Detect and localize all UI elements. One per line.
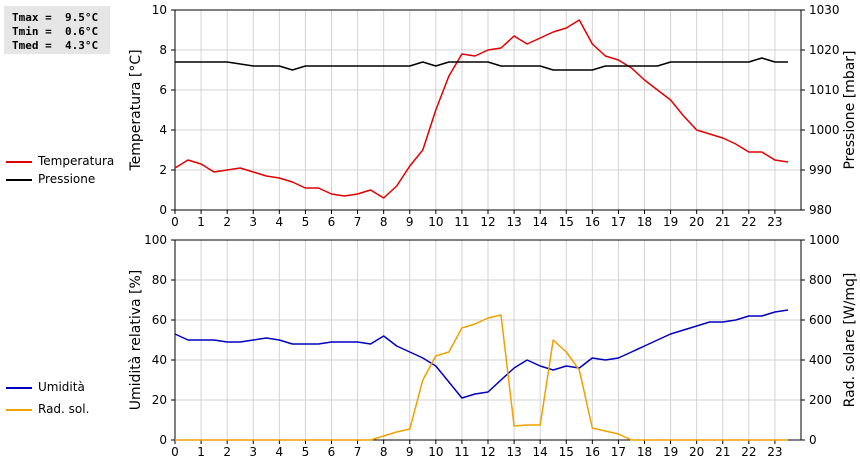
panel1-xtick-label-3: 3 [249, 215, 257, 229]
panel2-xtick-label-7: 7 [354, 445, 362, 459]
panel1-ytick-label-4: 4 [159, 123, 167, 137]
panel1-xtick-label-0: 0 [171, 215, 179, 229]
panel1-xtick-label-2: 2 [223, 215, 231, 229]
panel2-xtick-label-10: 10 [428, 445, 443, 459]
panel2-xtick-label-3: 3 [249, 445, 257, 459]
stats-box: Tmax = 9.5°C Tmin = 0.6°C Tmed = 4.3°C [4, 6, 110, 54]
panel2-xtick-label-21: 21 [715, 445, 730, 459]
panel1-xtick-label-16: 16 [585, 215, 600, 229]
panel2-xtick-label-19: 19 [663, 445, 678, 459]
legend-swatch-pressione [6, 179, 32, 181]
panel2-ytick-label-0: 0 [159, 433, 167, 447]
panel1-xtick-label-8: 8 [380, 215, 388, 229]
series-line-umidita [174, 309, 789, 399]
panel2-ytick-label-60: 60 [152, 313, 167, 327]
legend-swatch-umidita [6, 387, 32, 389]
panel1-xtick-label-14: 14 [533, 215, 548, 229]
panel2-ytick-label-100: 100 [144, 233, 167, 247]
panel2-xtick-label-11: 11 [454, 445, 469, 459]
panel2-xtick-label-8: 8 [380, 445, 388, 459]
panel2-y2tick-label-1000: 1000 [809, 233, 840, 247]
panel2-xtick-label-17: 17 [611, 445, 626, 459]
panel1-xtick-label-1: 1 [197, 215, 205, 229]
panel1-xtick-label-10: 10 [428, 215, 443, 229]
panel2-ytick-label-20: 20 [152, 393, 167, 407]
legend-swatch-temperatura [6, 161, 32, 163]
panel1-ytick-label-8: 8 [159, 43, 167, 57]
panel1-y2tick-label-980: 980 [809, 203, 832, 217]
panel2-y2tick-label-200: 200 [809, 393, 832, 407]
panel2-xtick-label-5: 5 [302, 445, 310, 459]
panel1-xtick-label-13: 13 [506, 215, 521, 229]
panel2-ytick-label-80: 80 [152, 273, 167, 287]
panel1-ytick-label-0: 0 [159, 203, 167, 217]
panel1-y2tick-label-1030: 1030 [809, 3, 840, 17]
panel2-xtick-label-6: 6 [328, 445, 336, 459]
panel1-ylabel: Temperatura [°C] [128, 49, 144, 171]
panel1-xtick-label-12: 12 [480, 215, 495, 229]
panel1-xtick-label-20: 20 [689, 215, 704, 229]
series-line-pressione [175, 57, 788, 71]
panel1-ytick-label-10: 10 [152, 3, 167, 17]
panel1-y2tick-label-1000: 1000 [809, 123, 840, 137]
panel1-xtick-label-18: 18 [637, 215, 652, 229]
panel1-xtick-label-5: 5 [302, 215, 310, 229]
series-line-temperatura [174, 19, 789, 199]
panel2-xtick-label-4: 4 [276, 445, 284, 459]
panel2-xtick-label-22: 22 [741, 445, 756, 459]
panel1-xtick-label-17: 17 [611, 215, 626, 229]
panel1-xtick-label-22: 22 [741, 215, 756, 229]
panel2-xtick-label-14: 14 [533, 445, 548, 459]
panel2-xtick-label-9: 9 [406, 445, 414, 459]
panel2-xtick-label-18: 18 [637, 445, 652, 459]
panel2-y2tick-label-800: 800 [809, 273, 832, 287]
stat-tmed: Tmed = 4.3°C [12, 39, 99, 52]
stat-tmin: Tmin = 0.6°C [12, 25, 99, 38]
panel1-y2label: Pressione [mbar] [842, 50, 858, 169]
panel2-xtick-label-20: 20 [689, 445, 704, 459]
panel2-y2tick-label-600: 600 [809, 313, 832, 327]
stat-tmax: Tmax = 9.5°C [12, 11, 99, 24]
panel2-xtick-label-15: 15 [559, 445, 574, 459]
panel1-xtick-label-15: 15 [559, 215, 574, 229]
panel1-xtick-label-4: 4 [276, 215, 284, 229]
panel1-xtick-label-9: 9 [406, 215, 414, 229]
panel1-ytick-label-6: 6 [159, 83, 167, 97]
legend-label-umidita: Umidità [38, 380, 85, 394]
legend-label-pressione: Pressione [38, 172, 96, 186]
panel2-xtick-label-16: 16 [585, 445, 600, 459]
legend-label-temperatura: Temperatura [38, 154, 115, 168]
panel1-xtick-label-11: 11 [454, 215, 469, 229]
panel2-xtick-label-2: 2 [223, 445, 231, 459]
series-line-rad-sol [175, 314, 788, 441]
panel2-y2label: Rad. solare [W/mq] [842, 273, 858, 408]
panel1-xtick-label-19: 19 [663, 215, 678, 229]
legend-label-rad-sol: Rad. sol. [38, 402, 90, 416]
panel2-y2tick-label-0: 0 [809, 433, 817, 447]
panel1-xtick-label-7: 7 [354, 215, 362, 229]
panel1-xtick-label-23: 23 [767, 215, 782, 229]
panel2-ylabel: Umidità relativa [%] [128, 270, 144, 411]
panel1-y2tick-label-1020: 1020 [809, 43, 840, 57]
panel1-xtick-label-6: 6 [328, 215, 336, 229]
panel1-y2tick-label-990: 990 [809, 163, 832, 177]
panel2-xtick-label-13: 13 [506, 445, 521, 459]
panel1-y2tick-label-1010: 1010 [809, 83, 840, 97]
panel2-xtick-label-1: 1 [197, 445, 205, 459]
panel1-xtick-label-21: 21 [715, 215, 730, 229]
panel2-xtick-label-23: 23 [767, 445, 782, 459]
panel2-xtick-label-0: 0 [171, 445, 179, 459]
panel2-ytick-label-40: 40 [152, 353, 167, 367]
panel2-y2tick-label-400: 400 [809, 353, 832, 367]
panel2-xtick-label-12: 12 [480, 445, 495, 459]
panel1-ytick-label-2: 2 [159, 163, 167, 177]
legend-swatch-rad-sol [6, 409, 32, 411]
